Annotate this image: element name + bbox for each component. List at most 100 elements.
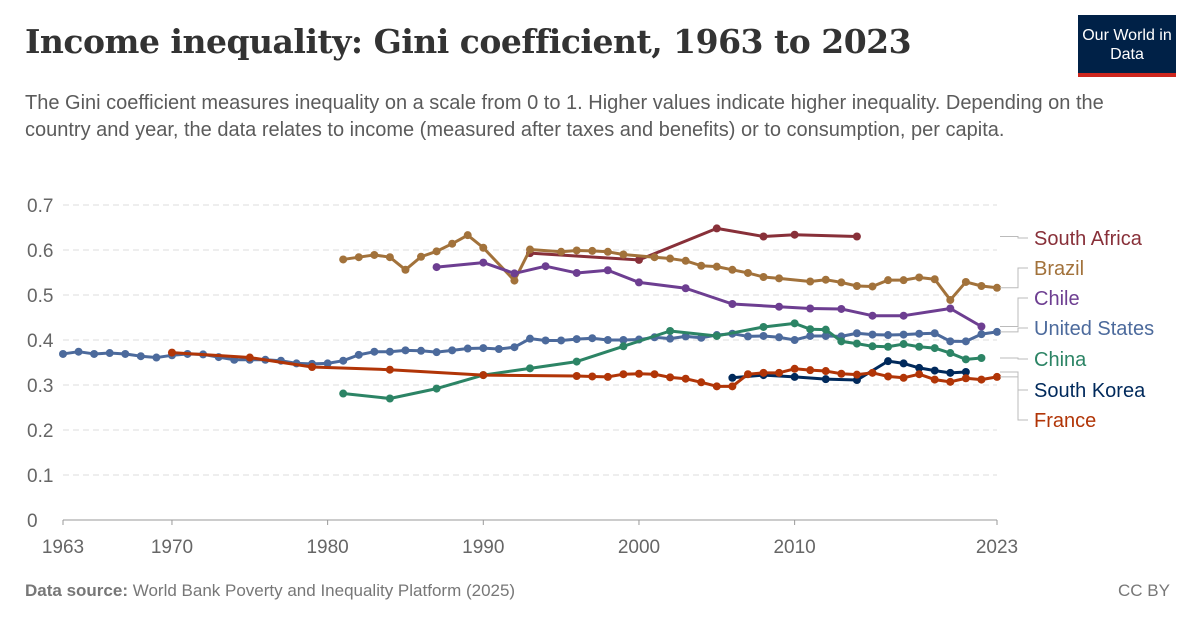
data-point-brazil xyxy=(339,255,348,264)
data-point-south-korea xyxy=(790,372,799,381)
data-point-france xyxy=(743,370,752,379)
data-point-france xyxy=(666,373,675,382)
x-tick-label: 2023 xyxy=(976,537,1018,558)
data-point-brazil xyxy=(510,276,519,285)
data-point-china xyxy=(790,319,799,328)
data-point-united-states xyxy=(152,353,161,362)
data-point-france xyxy=(728,382,737,391)
data-point-france xyxy=(977,375,986,384)
data-point-united-states xyxy=(946,337,955,346)
data-point-france xyxy=(650,370,659,379)
legend-label-brazil: Brazil xyxy=(1034,258,1084,280)
data-point-united-states xyxy=(899,330,908,339)
data-point-france xyxy=(790,364,799,373)
license[interactable]: CC BY xyxy=(1118,581,1170,600)
data-point-south-africa xyxy=(852,232,861,241)
data-point-brazil xyxy=(946,295,955,304)
data-point-france xyxy=(681,374,690,383)
data-point-china xyxy=(884,342,893,351)
data-point-united-states xyxy=(603,336,612,344)
data-point-united-states xyxy=(323,359,332,368)
label-connector-brazil xyxy=(1000,267,1028,289)
data-point-china xyxy=(385,394,394,403)
data-point-united-states xyxy=(775,333,784,342)
data-point-south-korea xyxy=(961,367,970,376)
data-point-chile xyxy=(510,269,519,278)
source-text[interactable]: World Bank Poverty and Inequality Platfo… xyxy=(132,581,516,600)
legend-label-south-africa: South Africa xyxy=(1034,228,1143,250)
x-tick-label: 1980 xyxy=(306,537,348,558)
data-point-china xyxy=(868,342,877,351)
data-point-brazil xyxy=(868,282,877,291)
data-point-united-states xyxy=(852,329,861,338)
data-point-united-states xyxy=(526,334,534,343)
y-tick-label: 0.3 xyxy=(27,376,53,397)
legend-label-united-states: United States xyxy=(1034,318,1154,340)
data-point-chile xyxy=(603,266,612,275)
data-point-united-states xyxy=(479,344,488,353)
data-point-china xyxy=(432,384,441,393)
data-point-united-states xyxy=(884,331,893,340)
data-point-china xyxy=(930,344,939,353)
data-point-united-states xyxy=(510,343,519,352)
data-point-united-states xyxy=(59,349,67,358)
data-point-brazil xyxy=(775,274,784,283)
legend-label-france: France xyxy=(1034,410,1096,432)
data-point-brazil xyxy=(899,276,908,285)
data-point-china xyxy=(852,339,861,348)
data-point-chile xyxy=(977,322,986,331)
data-point-brazil xyxy=(977,282,986,290)
data-point-france xyxy=(775,368,784,377)
data-point-brazil xyxy=(619,250,628,259)
owid-logo[interactable]: Our World in Data xyxy=(1078,15,1176,77)
y-tick-label: 0.7 xyxy=(27,196,53,217)
data-point-chile xyxy=(946,304,955,313)
data-point-china xyxy=(806,325,815,334)
data-point-brazil xyxy=(712,262,721,271)
data-point-united-states xyxy=(557,336,566,345)
data-point-chile xyxy=(868,311,877,320)
data-point-brazil xyxy=(572,246,581,255)
data-point-united-states xyxy=(354,350,363,359)
data-point-france xyxy=(588,372,597,381)
data-point-china xyxy=(666,327,675,335)
label-connector-france xyxy=(1000,376,1028,421)
data-point-south-korea xyxy=(930,366,939,375)
y-tick-label: 0.5 xyxy=(27,286,53,307)
data-point-france xyxy=(946,377,955,386)
data-point-united-states xyxy=(930,329,939,338)
data-point-united-states xyxy=(588,334,597,343)
data-point-china xyxy=(899,340,908,349)
data-point-brazil xyxy=(463,231,472,240)
data-point-chile xyxy=(681,284,690,293)
data-point-brazil xyxy=(915,273,924,282)
data-point-united-states xyxy=(806,331,815,340)
data-point-china xyxy=(837,337,846,346)
data-point-united-states xyxy=(494,345,503,353)
data-point-france xyxy=(712,382,721,391)
data-point-brazil xyxy=(526,245,534,254)
data-point-brazil xyxy=(370,250,379,259)
data-point-france xyxy=(930,375,939,384)
label-connector-south-korea xyxy=(1000,371,1028,391)
data-point-brazil xyxy=(448,239,457,248)
data-point-france xyxy=(385,365,394,374)
data-point-united-states xyxy=(136,352,145,361)
data-point-chile xyxy=(479,258,488,267)
data-point-south-korea xyxy=(728,373,737,382)
data-point-united-states xyxy=(432,348,441,357)
data-point-chile xyxy=(728,300,737,308)
data-point-brazil xyxy=(588,246,597,255)
data-point-united-states xyxy=(681,332,690,341)
data-point-china xyxy=(821,325,830,334)
data-point-china xyxy=(961,355,970,364)
legend-label-south-korea: South Korea xyxy=(1034,380,1146,402)
data-point-united-states xyxy=(759,331,768,340)
label-connector-united-states xyxy=(1000,327,1028,333)
data-point-brazil xyxy=(884,276,893,285)
data-point-brazil xyxy=(743,268,752,277)
data-point-united-states xyxy=(105,349,114,358)
data-point-china xyxy=(619,342,628,351)
data-point-united-states xyxy=(448,346,457,355)
data-point-united-states xyxy=(417,346,426,355)
